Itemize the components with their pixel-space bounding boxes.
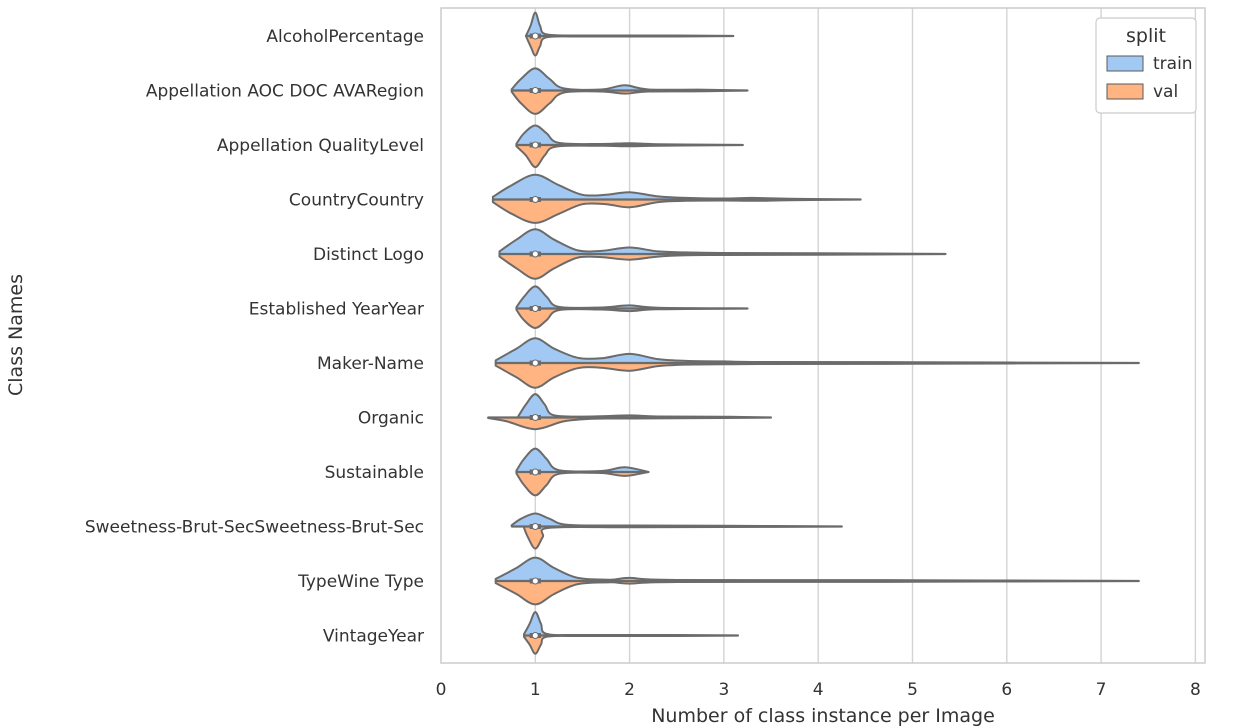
violin-sweetness-brut-secsweetness-brut-sec [510, 512, 843, 550]
y-axis-title: Class Names [5, 274, 27, 396]
legend-swatch-val [1106, 83, 1144, 100]
plot-background [441, 8, 1205, 663]
y-tick-label: Organic [358, 409, 424, 429]
violin-distinct-logo [498, 228, 947, 280]
median-marker [531, 468, 539, 476]
y-tick-label: VintageYear [323, 627, 424, 647]
x-axis-title: Number of class instance per Image [651, 705, 995, 727]
median-marker [531, 250, 539, 258]
median-marker [531, 414, 539, 421]
legend-swatch-train [1106, 55, 1144, 72]
median-marker [531, 523, 539, 530]
violin-typewine-type [494, 556, 1140, 606]
x-tick-label: 2 [624, 680, 635, 700]
x-tick-label: 1 [530, 680, 541, 700]
x-tick-label: 4 [813, 680, 824, 700]
violin-vintageyear [523, 611, 739, 655]
violin-half-val [515, 471, 650, 497]
median-marker [531, 32, 539, 40]
violin-established-yearyear [515, 285, 749, 329]
legend-label-train: train [1153, 54, 1193, 74]
legend: split train val [1095, 17, 1197, 114]
plot-frame [440, 7, 1206, 664]
y-tick-labels: AlcoholPercentage Appellation AOC DOC AVA… [85, 27, 424, 647]
x-tick-label: 5 [907, 680, 918, 700]
legend-title: split [1126, 25, 1166, 47]
violins [487, 11, 1140, 655]
median-marker [531, 196, 539, 203]
y-tick-label: Established YearYear [249, 300, 424, 320]
violin-appellation-qualitylevel [515, 124, 744, 169]
median-marker [531, 577, 539, 585]
violin-half-train [515, 447, 650, 473]
y-tick-label: Maker-Name [317, 354, 424, 374]
violin-sustainable [515, 447, 650, 497]
violin-maker-name [494, 337, 1140, 389]
x-tick-label: 0 [436, 680, 447, 700]
median-marker [531, 359, 539, 367]
y-tick-label: Appellation AOC DOC AVARegion [146, 82, 424, 102]
x-tick-label: 6 [1001, 680, 1012, 700]
legend-label-val: val [1153, 82, 1178, 102]
y-tick-label: Distinct Logo [313, 245, 424, 265]
gridlines [534, 8, 1197, 663]
median-marker [531, 87, 539, 94]
y-tick-label: CountryCountry [289, 191, 424, 211]
y-tick-label: Appellation QualityLevel [217, 136, 424, 156]
y-tick-label: Sweetness-Brut-SecSweetness-Brut-Sec [85, 518, 424, 538]
x-tick-label: 8 [1190, 680, 1201, 700]
median-marker [531, 632, 539, 639]
median-marker [531, 305, 539, 312]
x-tick-label: 7 [1096, 680, 1107, 700]
y-tick-label: Sustainable [325, 463, 424, 483]
violin-organic [487, 393, 772, 431]
y-tick-label: AlcoholPercentage [266, 27, 424, 47]
y-tick-label: TypeWine Type [297, 572, 424, 592]
x-tick-labels: 0 1 2 3 4 5 6 7 8 [436, 680, 1201, 700]
median-marker [531, 141, 539, 149]
violin-countrycountry [491, 173, 862, 224]
violin-alcoholpercentage [524, 11, 735, 57]
violin-appellation-aoc-doc-avaregion [510, 67, 749, 115]
x-tick-label: 3 [718, 680, 729, 700]
